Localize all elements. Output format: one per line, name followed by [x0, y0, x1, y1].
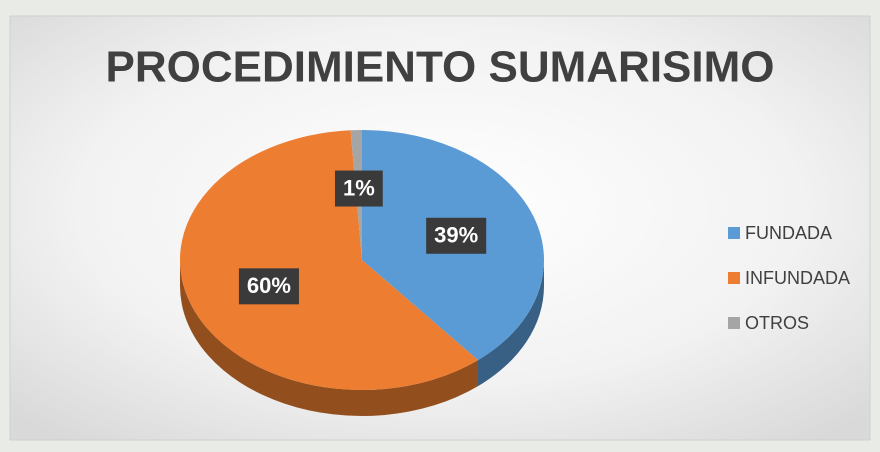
- pie-side: [180, 260, 479, 416]
- legend-swatch: [728, 317, 740, 329]
- data-label: 39%: [434, 223, 478, 248]
- pie-slice: [179, 130, 479, 390]
- pie-side: [478, 260, 545, 387]
- legend-swatch: [728, 272, 740, 284]
- data-label: 60%: [247, 273, 291, 298]
- data-label-box: [426, 217, 487, 254]
- data-label: 1%: [343, 175, 375, 200]
- legend-label: FUNDADA: [745, 223, 832, 243]
- legend-label: INFUNDADA: [745, 268, 850, 288]
- chart-title: PROCEDIMIENTO SUMARISIMO: [105, 43, 774, 92]
- legend-swatch: [728, 227, 740, 239]
- data-label-box: [238, 268, 299, 305]
- data-label-box: [334, 170, 383, 207]
- legend-label: OTROS: [745, 313, 809, 333]
